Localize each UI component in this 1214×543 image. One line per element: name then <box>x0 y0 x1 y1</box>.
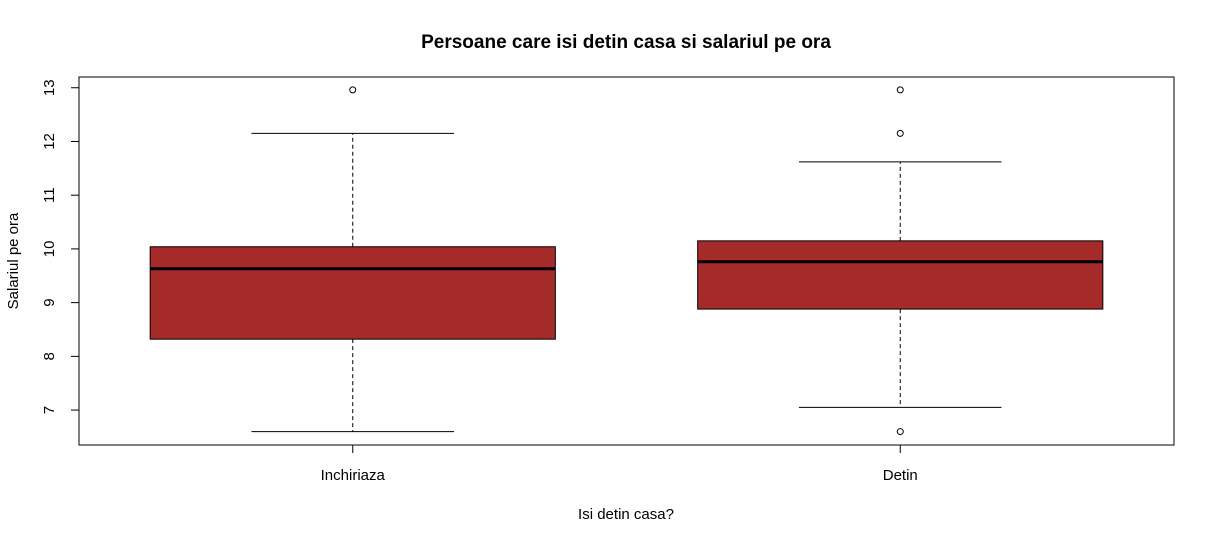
x-tick-label: Detin <box>883 467 918 484</box>
y-tick-label: 11 <box>41 187 58 203</box>
y-tick-label: 9 <box>41 298 58 306</box>
iqr-box <box>697 240 1104 310</box>
box-inchiriaza <box>149 86 556 433</box>
boxes-group <box>149 86 1104 436</box>
y-tick-label: 10 <box>41 241 58 258</box>
y-axis: 7 8 9 10 11 12 13 <box>41 79 80 414</box>
iqr-box <box>149 246 556 340</box>
x-axis-label: Isi detin casa? <box>578 506 674 523</box>
outlier-point <box>349 86 357 94</box>
y-tick-label: 12 <box>41 133 58 150</box>
x-axis: Inchiriaza Detin <box>321 444 918 484</box>
outlier-point <box>896 129 904 137</box>
chart-title: Persoane care isi detin casa si salariul… <box>421 32 831 53</box>
y-axis-label: Salariul pe ora <box>5 212 22 309</box>
y-tick-label: 13 <box>41 79 58 96</box>
outlier-point <box>896 428 904 436</box>
outlier-point <box>896 86 904 94</box>
box-detin <box>697 86 1104 436</box>
x-tick-label: Inchiriaza <box>321 467 386 484</box>
y-tick-label: 8 <box>41 352 58 360</box>
y-tick-label: 7 <box>41 406 58 414</box>
